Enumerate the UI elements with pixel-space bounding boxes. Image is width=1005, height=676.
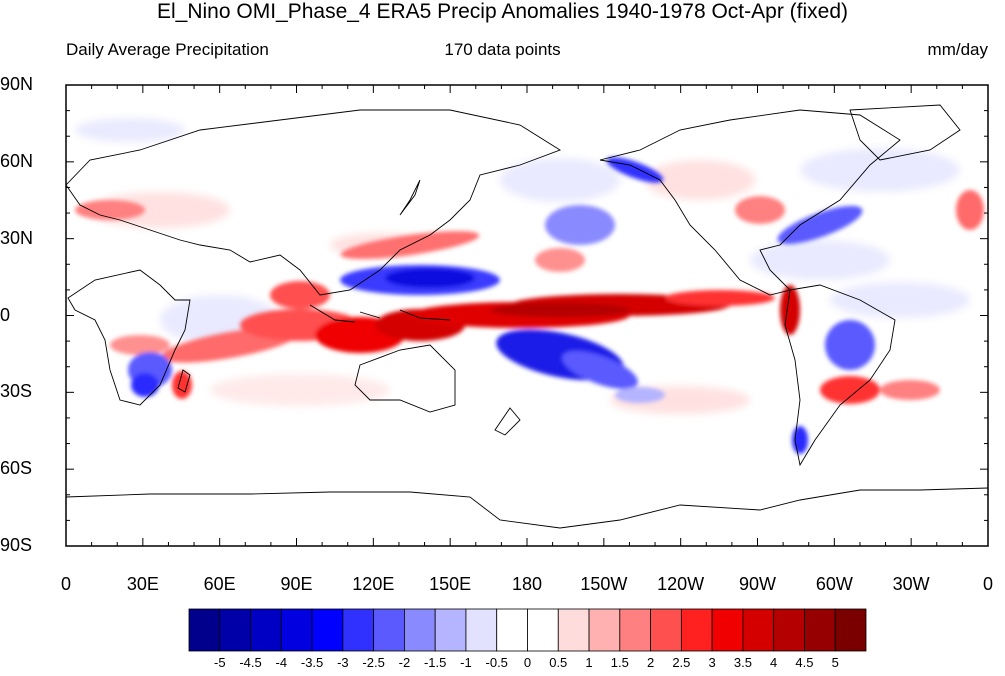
lon-label: 60E xyxy=(203,574,236,594)
lon-label: 60W xyxy=(815,574,853,594)
colorbar-swatch xyxy=(465,608,498,652)
colorbar-swatch xyxy=(250,608,282,652)
lon-label: 150W xyxy=(580,574,628,594)
lon-label: 150E xyxy=(429,574,472,594)
colorbar-swatch xyxy=(711,608,744,652)
colorbar-label: -5 xyxy=(213,655,226,670)
colorbar-swatch xyxy=(311,608,344,652)
colorbar-swatch xyxy=(188,608,221,652)
lon-label: 120W xyxy=(657,574,705,594)
colorbar-swatch xyxy=(650,608,682,652)
colorbar-label: 0.5 xyxy=(549,655,568,670)
colorbar xyxy=(188,608,867,652)
coastlines xyxy=(66,104,988,529)
colorbar-swatch xyxy=(280,608,313,652)
colorbar-swatch xyxy=(619,608,651,652)
lon-label: 180 xyxy=(511,574,543,594)
colorbar-label: 3 xyxy=(708,655,716,670)
axis-ticks xyxy=(65,84,989,547)
lat-label: 90S xyxy=(0,535,33,555)
colorbar-label: -1.5 xyxy=(423,655,447,670)
colorbar-label: -3.5 xyxy=(300,655,324,670)
lon-label: 0 xyxy=(982,574,993,594)
colorbar-swatch xyxy=(342,608,375,652)
colorbar-label: 4.5 xyxy=(795,655,814,670)
lat-label: 30S xyxy=(0,381,33,402)
lat-label: 90N xyxy=(0,74,34,94)
colorbar-swatch xyxy=(219,608,251,652)
colorbar-swatch xyxy=(742,608,775,652)
anomaly-field xyxy=(66,85,988,546)
colorbar-label: 1.5 xyxy=(610,655,629,670)
colorbar-label: 5 xyxy=(831,655,839,670)
colorbar-label: 3.5 xyxy=(733,655,752,670)
subtitle-variable: Daily Average Precipitation xyxy=(66,40,269,59)
colorbar-label: 2 xyxy=(646,655,655,670)
colorbar-swatch xyxy=(804,608,836,652)
lat-label: 0 xyxy=(0,304,11,325)
colorbar-swatch xyxy=(773,608,805,652)
lon-label: 90E xyxy=(280,574,313,594)
colorbar-label: 1 xyxy=(585,655,593,670)
colorbar-swatch xyxy=(680,608,713,652)
lat-label: 60S xyxy=(0,458,33,479)
colorbar-swatch xyxy=(404,608,436,652)
lon-label: 90W xyxy=(738,574,776,594)
lat-label: 60N xyxy=(0,150,34,171)
map-title: El_Nino OMI_Phase_4 ERA5 Precip Anomalie… xyxy=(156,0,848,23)
colorbar-swatch xyxy=(434,608,467,652)
subtitle-data-points: 170 data points xyxy=(444,40,561,59)
colorbar-swatch xyxy=(527,608,559,652)
colorbar-label: -4.5 xyxy=(239,655,262,670)
colorbar-swatch xyxy=(373,608,405,652)
colorbar-label: -4 xyxy=(275,655,288,670)
colorbar-label: 2.5 xyxy=(672,655,691,670)
colorbar-label: -2.5 xyxy=(362,655,385,670)
subtitle-units: mm/day xyxy=(927,40,988,59)
lon-label: 30E xyxy=(126,574,159,594)
colorbar-label: 4 xyxy=(770,655,778,670)
colorbar-swatch xyxy=(588,608,621,652)
colorbar-swatch xyxy=(557,608,590,652)
lon-label: 0 xyxy=(60,574,71,594)
colorbar-swatch xyxy=(496,608,528,652)
colorbar-label: -0.5 xyxy=(485,655,508,670)
colorbar-label: -1 xyxy=(460,655,472,670)
colorbar-label: -3 xyxy=(337,655,349,670)
lon-label: 120E xyxy=(352,574,395,594)
colorbar-swatch xyxy=(834,608,867,652)
lon-label: 30W xyxy=(892,574,930,594)
lat-label: 30N xyxy=(0,227,34,248)
colorbar-label: -2 xyxy=(398,655,411,670)
colorbar-label: 0 xyxy=(523,655,532,670)
